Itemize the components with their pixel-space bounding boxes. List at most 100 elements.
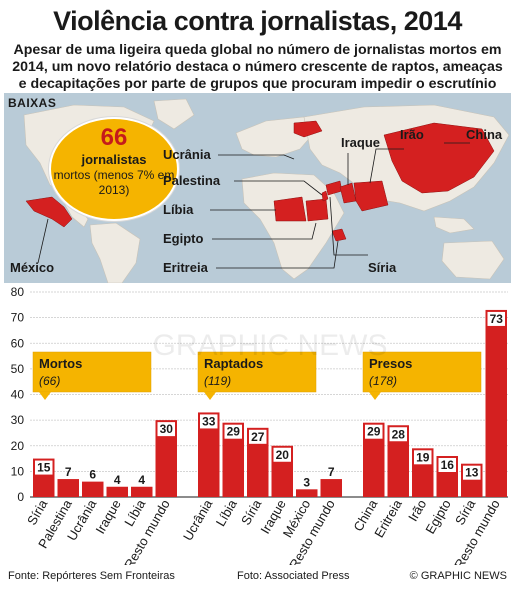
value-label-box bbox=[200, 414, 218, 429]
ukraine-leader bbox=[218, 154, 295, 160]
iran-leader bbox=[369, 148, 404, 184]
group-callout-pointer bbox=[39, 392, 51, 400]
iran-highlight bbox=[353, 180, 389, 212]
group-callout-pointer bbox=[204, 392, 216, 400]
bar bbox=[296, 489, 318, 497]
bar bbox=[106, 486, 128, 497]
bar-value-label: 28 bbox=[392, 427, 406, 441]
mexico-highlight bbox=[25, 196, 73, 228]
chart-title: Violência contra jornalistas, 2014 bbox=[53, 6, 462, 36]
y-tick-label: 80 bbox=[11, 285, 25, 299]
syria-leader bbox=[329, 196, 368, 256]
world-map bbox=[4, 93, 511, 283]
eritrea-highlight bbox=[331, 228, 347, 242]
label-ucrania: Ucrânia bbox=[163, 147, 211, 162]
bar bbox=[57, 479, 79, 497]
mexico-leader bbox=[37, 218, 49, 264]
bar-value-label: 7 bbox=[328, 465, 335, 479]
label-iraque: Iraque bbox=[341, 135, 381, 150]
bar-value-label: 7 bbox=[65, 465, 72, 479]
section-label: BAIXAS bbox=[8, 96, 57, 110]
y-tick-label: 20 bbox=[11, 439, 25, 453]
bar bbox=[485, 309, 507, 497]
chart-subtitle: Apesar de uma ligeira queda global no nú… bbox=[12, 42, 503, 92]
x-category-label: Egipto bbox=[422, 497, 453, 536]
x-category-label: Ucrânia bbox=[180, 496, 216, 543]
bar-value-label: 4 bbox=[114, 473, 121, 487]
group-name-label: Mortos bbox=[39, 356, 82, 371]
libya-highlight bbox=[273, 196, 307, 222]
china-highlight bbox=[383, 122, 495, 194]
stat-label: jornalistas bbox=[81, 152, 147, 167]
label-libia: Líbia bbox=[163, 202, 194, 217]
bar bbox=[363, 422, 385, 497]
label-siria: Síria bbox=[368, 260, 397, 275]
bar-value-label: 16 bbox=[441, 458, 455, 472]
value-label-box bbox=[249, 429, 267, 444]
bar-value-label: 3 bbox=[303, 475, 310, 489]
south-america-shape bbox=[89, 222, 141, 283]
stat-note: mortos (menos 7% em 2013) bbox=[53, 168, 175, 197]
bar bbox=[320, 479, 342, 497]
bar-value-label: 20 bbox=[276, 448, 290, 462]
y-tick-label: 30 bbox=[11, 413, 25, 427]
egypt-leader bbox=[212, 222, 317, 240]
group-total-label: (119) bbox=[204, 374, 231, 388]
bar bbox=[198, 412, 220, 497]
y-tick-label: 70 bbox=[11, 311, 25, 325]
greenland-shape bbox=[153, 98, 195, 130]
iraq-highlight bbox=[339, 182, 357, 204]
bar-value-label: 33 bbox=[202, 414, 216, 428]
label-china: China bbox=[466, 127, 503, 142]
group-total-label: (66) bbox=[39, 374, 60, 388]
value-label-box bbox=[438, 458, 456, 472]
group-name-label: Raptados bbox=[204, 356, 263, 371]
group-callout-box bbox=[32, 351, 152, 393]
group-name-label: Presos bbox=[369, 356, 412, 371]
stat-number: 66 bbox=[100, 124, 128, 151]
bar-chart-svg: 0102030405060708015Síria7Palestina6Ucrân… bbox=[11, 285, 508, 565]
bar bbox=[387, 425, 409, 497]
syria-highlight bbox=[325, 180, 343, 196]
bar-value-label: 4 bbox=[138, 473, 145, 487]
palestine-highlight bbox=[321, 190, 329, 202]
bar-value-label: 29 bbox=[227, 425, 241, 439]
label-eritreia: Eritreia bbox=[163, 260, 208, 275]
value-label-box bbox=[487, 311, 505, 326]
value-label-box bbox=[35, 460, 53, 475]
group-callout-box bbox=[197, 351, 317, 393]
x-category-label: Irão bbox=[405, 497, 429, 524]
value-label-box bbox=[389, 427, 407, 442]
footer-photo: Foto: Associated Press bbox=[237, 570, 350, 582]
label-egipto: Egipto bbox=[163, 231, 204, 246]
watermark: GRAPHIC NEWS bbox=[152, 329, 387, 362]
bar bbox=[82, 481, 104, 497]
y-tick-label: 60 bbox=[11, 336, 25, 350]
group-callout-box bbox=[362, 351, 482, 393]
eritrea-leader bbox=[216, 240, 339, 269]
ukraine-highlight bbox=[293, 120, 323, 138]
x-category-label: Iraque bbox=[92, 497, 123, 536]
value-label-box bbox=[365, 424, 383, 439]
footer-source: Fonte: Repórteres Sem Fronteiras bbox=[8, 570, 175, 582]
stat-bubble: 66 jornalistas mortos (menos 7% em 2013) bbox=[49, 117, 179, 221]
australia-shape bbox=[441, 240, 505, 280]
value-label-box bbox=[414, 450, 432, 465]
y-tick-label: 0 bbox=[17, 490, 24, 504]
label-mexico: México bbox=[10, 260, 55, 275]
y-tick-label: 50 bbox=[11, 362, 25, 376]
y-tick-label: 40 bbox=[11, 388, 25, 402]
indonesia-shape bbox=[433, 216, 475, 234]
footer: Fonte: Repórteres Sem Fronteiras Foto: A… bbox=[0, 570, 515, 586]
x-category-label: Líbia bbox=[213, 496, 240, 529]
bar bbox=[247, 427, 269, 497]
group-callout-pointer bbox=[369, 392, 381, 400]
footer-credit: © GRAPHIC NEWS bbox=[409, 570, 507, 582]
egypt-highlight bbox=[305, 198, 329, 222]
bar-value-label: 30 bbox=[160, 422, 174, 436]
world-map-graphic bbox=[23, 98, 510, 283]
bar-value-label: 73 bbox=[490, 312, 504, 326]
value-label-box bbox=[463, 465, 481, 480]
bar bbox=[131, 486, 153, 497]
bar-value-label: 19 bbox=[416, 450, 430, 464]
